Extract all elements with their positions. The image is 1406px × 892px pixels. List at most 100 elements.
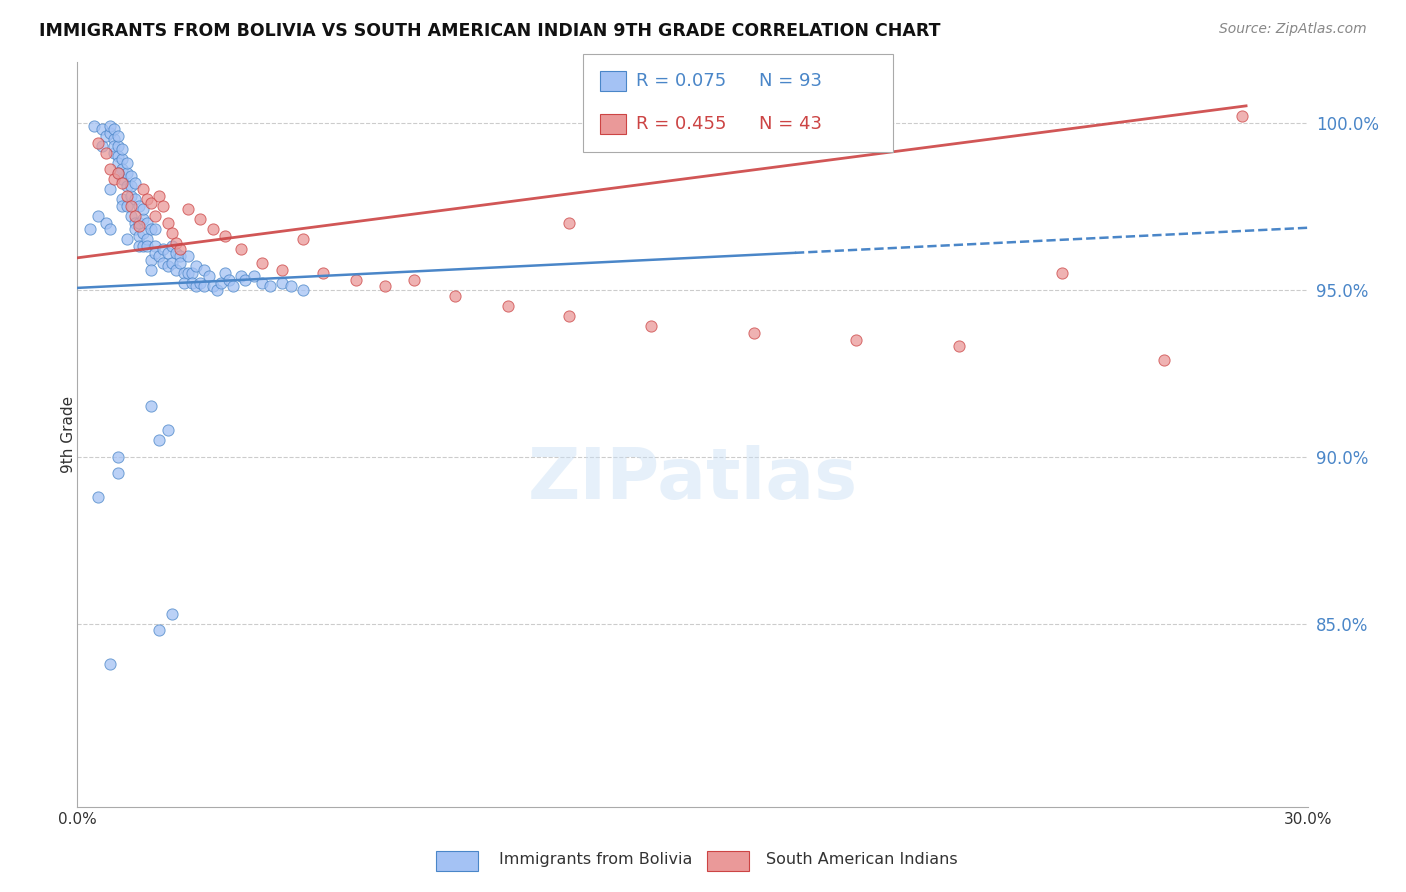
Point [177, 266, 200, 280]
Point [443, 289, 465, 303]
Point [197, 269, 219, 284]
Point [173, 276, 195, 290]
Y-axis label: 9th Grade: 9th Grade [62, 396, 76, 474]
Text: R = 0.455: R = 0.455 [636, 115, 725, 133]
Point [87, 490, 110, 504]
Point [115, 166, 138, 180]
Point [111, 153, 134, 167]
Point [120, 189, 142, 203]
Point [143, 222, 166, 236]
Point [87, 209, 110, 223]
Text: N = 93: N = 93 [759, 72, 823, 90]
Point [107, 166, 129, 180]
Point [742, 326, 765, 340]
Point [214, 229, 236, 244]
Point [132, 212, 155, 227]
Point [115, 199, 138, 213]
Point [152, 243, 174, 257]
Point [402, 272, 425, 286]
Point [136, 232, 159, 246]
Point [160, 239, 183, 253]
Point [344, 272, 367, 286]
Point [143, 209, 166, 223]
Point [103, 145, 125, 160]
Point [136, 239, 159, 253]
Point [120, 209, 142, 223]
Point [128, 219, 150, 233]
Point [107, 149, 129, 163]
Point [111, 162, 134, 177]
Point [107, 128, 129, 143]
Point [132, 226, 155, 240]
Point [259, 279, 281, 293]
Point [242, 269, 264, 284]
Point [160, 607, 183, 621]
Point [128, 199, 150, 213]
Point [201, 222, 224, 236]
Point [156, 245, 179, 260]
Point [143, 239, 166, 253]
Point [231, 243, 253, 257]
Point [148, 249, 170, 263]
Point [136, 216, 159, 230]
Point [181, 276, 204, 290]
Point [94, 216, 117, 230]
Point [845, 333, 868, 347]
Point [103, 172, 125, 186]
Point [141, 400, 163, 414]
Point [165, 235, 187, 250]
Point [948, 339, 970, 353]
Point [120, 179, 142, 194]
Point [156, 423, 179, 437]
Point [103, 132, 125, 146]
Point [103, 122, 125, 136]
Point [94, 145, 117, 160]
Point [165, 245, 187, 260]
Point [169, 243, 191, 257]
Point [124, 209, 146, 223]
Point [280, 279, 302, 293]
Point [141, 262, 163, 277]
Point [115, 189, 138, 203]
Text: ZIPatlas: ZIPatlas [527, 445, 858, 514]
Point [141, 222, 163, 236]
Point [160, 256, 183, 270]
Point [193, 279, 215, 293]
Point [107, 467, 129, 481]
Point [214, 266, 236, 280]
Point [120, 169, 142, 183]
Point [111, 176, 134, 190]
Point [124, 176, 146, 190]
Point [98, 126, 121, 140]
Text: IMMIGRANTS FROM BOLIVIA VS SOUTH AMERICAN INDIAN 9TH GRADE CORRELATION CHART: IMMIGRANTS FROM BOLIVIA VS SOUTH AMERICA… [39, 22, 941, 40]
Point [132, 182, 155, 196]
Point [98, 182, 121, 196]
Point [558, 216, 581, 230]
Point [111, 172, 134, 186]
Point [186, 279, 208, 293]
Point [111, 199, 134, 213]
Point [186, 259, 208, 273]
Point [312, 266, 335, 280]
Point [188, 276, 212, 290]
Point [128, 239, 150, 253]
Point [98, 657, 121, 671]
Point [152, 256, 174, 270]
Point [79, 222, 101, 236]
Point [156, 259, 179, 273]
Point [188, 212, 212, 227]
Text: Immigrants from Bolivia: Immigrants from Bolivia [499, 853, 693, 867]
Point [115, 155, 138, 169]
Point [496, 299, 519, 313]
Point [271, 276, 294, 290]
Point [235, 272, 257, 286]
Point [111, 142, 134, 156]
Point [209, 276, 232, 290]
Point [124, 216, 146, 230]
Point [107, 155, 129, 169]
Point [181, 266, 204, 280]
Point [1050, 266, 1073, 280]
Point [90, 122, 114, 136]
Point [107, 166, 129, 180]
Point [156, 216, 179, 230]
